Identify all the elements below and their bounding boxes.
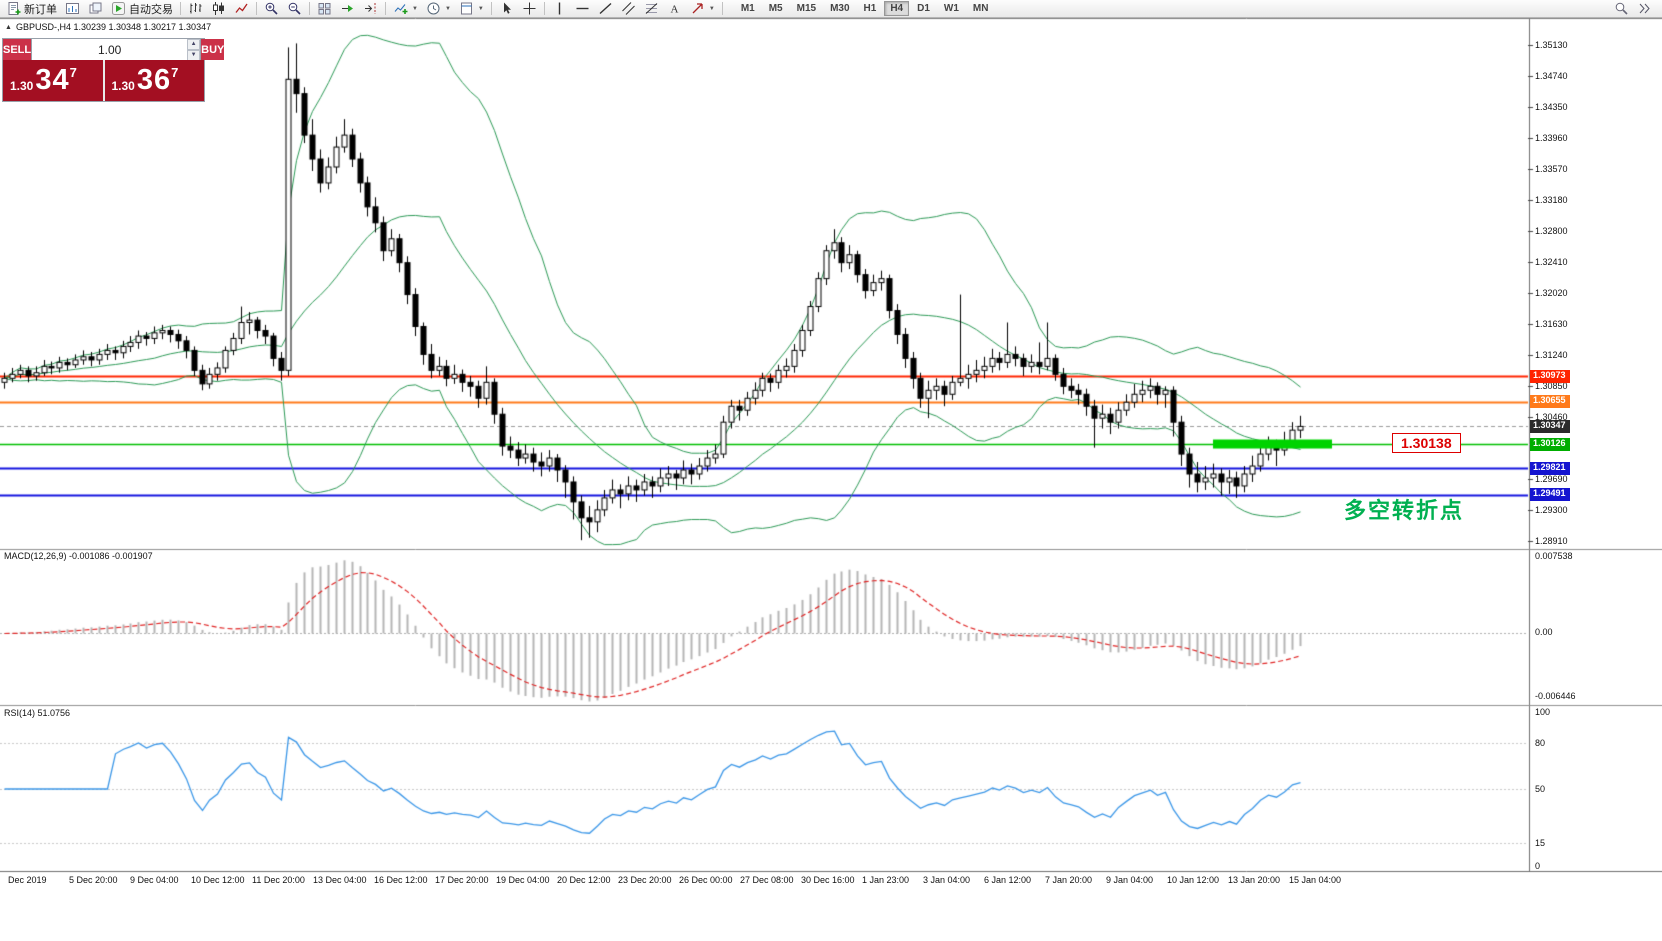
tile-windows-icon: [318, 3, 331, 15]
buy-price-button[interactable]: 1.30 36 7: [102, 60, 204, 101]
new-order-label: 新订单: [24, 3, 57, 16]
toolbar-right: [1614, 1, 1660, 16]
toolbar-separator: [385, 2, 386, 15]
dropdown-caret-icon: ▼: [412, 5, 418, 12]
toolbar-separator: [256, 2, 257, 15]
timeframe-d1-button[interactable]: D1: [911, 1, 936, 16]
arrows-tool-button[interactable]: ▼: [686, 0, 719, 17]
timeframe-w1-button[interactable]: W1: [938, 1, 965, 16]
zoom-in-button[interactable]: [260, 0, 283, 17]
trendline-tool-button[interactable]: [594, 0, 617, 17]
buy-price-frac: 1.30: [111, 79, 135, 93]
auto-scroll-button[interactable]: [336, 0, 359, 17]
auto-scroll-icon: [342, 5, 353, 12]
timeframe-m30-button[interactable]: M30: [824, 1, 855, 16]
line-chart-button[interactable]: [230, 0, 253, 17]
arrow-tool-icon: [692, 3, 703, 14]
zoom-out-icon: [288, 2, 301, 15]
auto-trading-button[interactable]: 自动交易: [107, 0, 177, 17]
toolbar-separator: [490, 2, 492, 15]
fibonacci-icon: [645, 3, 658, 14]
toolbar-separator: [180, 2, 181, 15]
buy-price-sup: 7: [171, 65, 179, 80]
svg-text:A: A: [670, 4, 678, 16]
candlestick-chart-button[interactable]: [207, 0, 230, 17]
dropdown-caret-icon: ▼: [444, 5, 451, 12]
sell-price-button[interactable]: 1.30 34 7: [3, 60, 103, 101]
template-icon: [460, 2, 472, 15]
toolbar-separator: [721, 2, 723, 15]
chart-shift-button[interactable]: [359, 0, 382, 17]
channel-tool-button[interactable]: [617, 0, 640, 17]
chart-window-button[interactable]: [61, 0, 84, 17]
candlestick-chart-icon: [213, 2, 224, 15]
search-icon[interactable]: [1614, 1, 1629, 16]
zoom-out-button[interactable]: [283, 0, 306, 17]
line-chart-icon: [235, 3, 248, 13]
toolbar-separator: [543, 2, 545, 15]
new-order-icon: [8, 2, 21, 15]
vertical-line-icon: [558, 2, 561, 15]
crosshair-icon: [523, 2, 536, 15]
vertical-line-tool-button[interactable]: [548, 0, 571, 17]
periods-button[interactable]: ▼: [422, 0, 455, 17]
text-tool-icon: A: [670, 4, 678, 16]
cursor-button[interactable]: [495, 0, 518, 17]
zoom-in-icon: [265, 2, 278, 15]
chart-shift-icon: [365, 3, 376, 14]
dropdown-caret-icon: ▼: [477, 5, 484, 12]
timeframe-m5-button[interactable]: M5: [763, 1, 789, 16]
channel-icon: [622, 2, 635, 15]
buy-price-big: 36: [136, 64, 172, 96]
horizontal-line-tool-button[interactable]: [571, 0, 594, 17]
bar-chart-button[interactable]: [184, 0, 207, 17]
trade-panel-prices: 1.30 34 7 1.30 36 7: [3, 60, 204, 101]
one-click-trade-panel: SELL ▲ ▼ BUY 1.30 34 7 1.30: [2, 38, 225, 102]
volume-up-icon[interactable]: ▲: [187, 39, 201, 50]
timeframe-m1-button[interactable]: M1: [735, 1, 761, 16]
volume-box: ▲ ▼: [31, 39, 202, 61]
profiles-button[interactable]: [84, 0, 107, 17]
clock-icon: [427, 2, 440, 15]
dropdown-caret-icon: ▼: [708, 5, 715, 12]
volume-input[interactable]: [32, 39, 188, 60]
timeframe-mn-button[interactable]: MN: [967, 1, 995, 16]
horizontal-line-icon: [576, 7, 589, 10]
timeframe-group: M1 M5 M15 M30 H1 H4 D1 W1 MN: [734, 1, 996, 16]
trade-panel-top-row: SELL ▲ ▼ BUY: [3, 39, 225, 61]
tile-windows-button[interactable]: [313, 0, 336, 17]
sell-price-frac: 1.30: [10, 79, 34, 93]
templates-button[interactable]: ▼: [455, 0, 488, 17]
volume-spinner: ▲ ▼: [187, 39, 201, 61]
indicators-icon: [394, 4, 408, 14]
new-order-button[interactable]: 新订单: [2, 0, 61, 17]
toolbar-separator: [309, 2, 310, 15]
profiles-icon: [89, 2, 102, 14]
overflow-chevron-icon[interactable]: [1637, 1, 1652, 16]
auto-trading-label: 自动交易: [129, 3, 173, 16]
trendline-icon: [599, 2, 612, 15]
buy-button[interactable]: BUY: [201, 39, 225, 60]
indicators-button[interactable]: ▼: [389, 0, 422, 17]
timeframe-m15-button[interactable]: M15: [791, 1, 822, 16]
sell-price-sup: 7: [69, 65, 77, 80]
fibonacci-tool-button[interactable]: [640, 0, 663, 17]
auto-trading-icon: [112, 2, 125, 15]
crosshair-button[interactable]: [518, 0, 541, 17]
timeframe-h4-button[interactable]: H4: [884, 1, 910, 16]
sell-button[interactable]: SELL: [3, 39, 32, 60]
chart-window-icon: [66, 3, 79, 14]
text-tool-button[interactable]: A: [663, 0, 686, 17]
cursor-icon: [503, 2, 511, 14]
bar-chart-icon: [190, 3, 202, 14]
sell-price-big: 34: [35, 64, 70, 96]
main-toolbar: 新订单 自动交易: [0, 0, 1662, 18]
timeframe-h1-button[interactable]: H1: [858, 1, 883, 16]
